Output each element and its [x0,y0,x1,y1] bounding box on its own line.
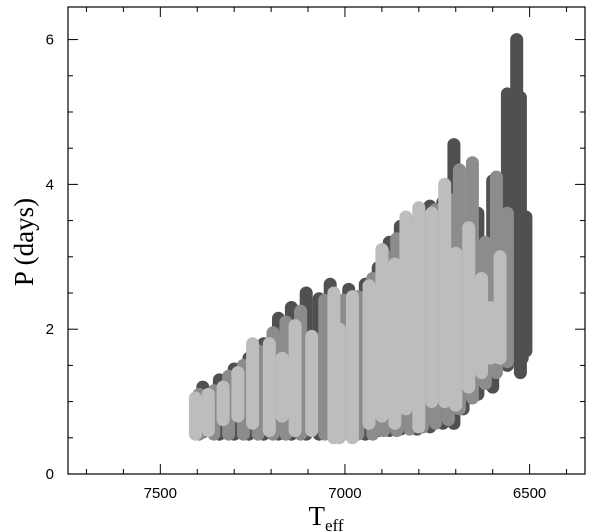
point-column-light-5 [262,337,276,438]
point-column-light-7 [288,319,302,438]
point-column-light-10 [332,322,346,445]
point-column-light-8 [305,329,319,437]
y-axis-title: P (days) [9,198,39,286]
point-column-light-0 [188,391,202,441]
point-column-light-15 [399,210,413,416]
axis-ticks [68,7,585,475]
point-column-dark-27 [519,210,533,358]
point-column-light-2 [216,380,230,427]
x-tick-label-7000: 7000 [328,485,361,502]
y-tick-label-6: 6 [46,32,54,49]
point-column-light-20 [462,221,476,394]
point-column-light-12 [362,279,376,430]
point-column-light-3 [231,366,245,423]
data-points-layer [188,33,533,445]
point-column-light-17 [425,206,439,408]
point-column-light-6 [275,351,289,423]
point-column-light-1 [201,387,215,438]
point-column-light-11 [345,290,359,445]
point-column-light-14 [388,257,402,430]
point-column-light-23 [493,250,507,365]
y-tick-label-2: 2 [46,321,54,338]
point-column-light-4 [246,337,260,430]
point-column-light-19 [449,246,463,412]
tick-labels: 7500 7000 6500 0 2 4 6 [46,32,547,502]
x-axis-title: Teff [308,501,343,532]
x-tick-label-6500: 6500 [513,485,546,502]
y-tick-label-0: 0 [46,466,54,483]
point-column-light-18 [438,177,452,409]
x-tick-label-7500: 7500 [144,485,177,502]
x-axis-title-main: T [308,501,325,531]
point-column-light-13 [375,243,389,423]
plot-frame [67,6,586,475]
point-column-light-16 [412,201,426,434]
y-tick-label-4: 4 [46,176,54,193]
x-axis-title-subscript: eff [325,516,344,532]
